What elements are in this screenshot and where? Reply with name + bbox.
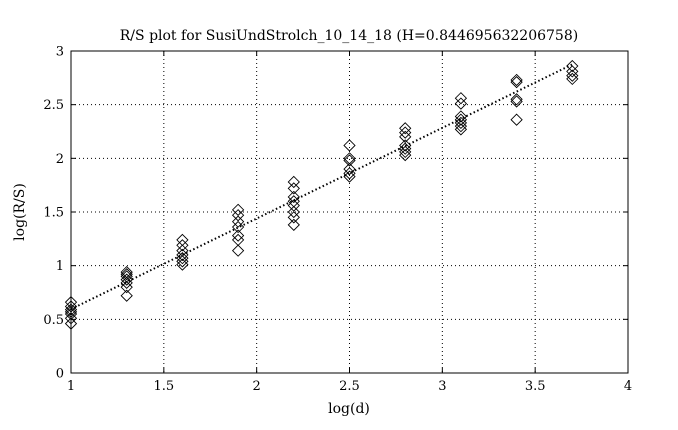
y-tick-label: 2.5 — [43, 98, 64, 113]
data-point — [566, 65, 579, 78]
data-point — [287, 182, 300, 195]
data-point — [120, 280, 133, 294]
data-point — [287, 211, 300, 224]
chart-title: R/S plot for SusiUndStrolch_10_14_18 (H=… — [120, 28, 578, 44]
data-point — [120, 273, 133, 286]
data-point — [399, 130, 412, 144]
data-point — [399, 126, 412, 139]
data-point — [510, 93, 523, 106]
x-tick-label: 2.5 — [339, 379, 360, 394]
data-point — [343, 170, 356, 183]
data-point — [399, 139, 412, 152]
data-point — [287, 218, 300, 232]
data-point — [64, 300, 78, 313]
data-point — [176, 252, 189, 265]
fit-line-group — [70, 63, 573, 311]
data-point — [454, 119, 468, 133]
data-point — [287, 205, 300, 219]
data-point — [343, 154, 356, 167]
data-point — [399, 145, 412, 159]
y-tick-label: 0 — [56, 367, 64, 382]
data-point — [64, 307, 78, 321]
data-point — [287, 175, 300, 189]
data-point — [343, 139, 356, 152]
data-point — [176, 239, 189, 252]
data-point — [287, 199, 300, 212]
data-point — [231, 233, 245, 247]
data-point — [231, 203, 245, 216]
data-point — [120, 289, 133, 302]
data-point — [64, 296, 78, 309]
data-point — [176, 258, 189, 271]
data-point — [399, 148, 412, 162]
x-tick-label: 3 — [438, 379, 446, 394]
data-point — [454, 123, 468, 136]
data-point — [510, 95, 523, 108]
y-tick-label: 2 — [56, 152, 64, 167]
data-point — [343, 162, 356, 176]
data-point — [120, 268, 133, 281]
data-point — [566, 72, 579, 86]
data-point — [343, 167, 356, 180]
y-tick-label: 0.5 — [43, 313, 64, 328]
data-point — [231, 215, 245, 228]
data-point — [510, 75, 523, 89]
x-axis-label: log(d) — [328, 401, 370, 417]
data-point — [510, 73, 523, 87]
data-point — [231, 209, 245, 222]
y-axis-ticks: 0 0.5 1 1.5 2 2.5 3 — [43, 45, 628, 382]
data-point — [454, 110, 468, 123]
data-point — [120, 276, 133, 289]
data-points — [64, 59, 579, 330]
data-point — [566, 59, 579, 73]
data-point — [176, 255, 189, 268]
x-tick-label: 2 — [253, 379, 261, 394]
x-tick-label: 4 — [624, 379, 632, 394]
data-point — [64, 312, 78, 325]
data-point — [454, 97, 468, 110]
data-point — [64, 317, 78, 330]
x-tick-label: 3.5 — [525, 379, 546, 394]
data-point — [454, 92, 468, 105]
data-point — [399, 142, 412, 155]
data-point — [64, 303, 78, 316]
fit-line — [70, 63, 573, 311]
data-point — [399, 122, 412, 135]
gridlines — [71, 51, 628, 373]
data-point — [64, 305, 78, 318]
data-point — [231, 244, 245, 257]
data-point — [287, 190, 300, 204]
data-point — [231, 220, 245, 234]
x-tick-label: 1 — [67, 379, 75, 394]
data-point — [566, 69, 579, 82]
data-point — [176, 248, 189, 262]
y-tick-label: 1.5 — [43, 206, 64, 221]
y-axis-label: log(R/S) — [12, 183, 28, 241]
x-axis-ticks: 1 1.5 2 2.5 3 3.5 4 — [67, 51, 632, 394]
data-point — [454, 113, 468, 126]
y-tick-label: 3 — [56, 45, 64, 60]
y-tick-label: 1 — [56, 259, 64, 274]
data-point — [231, 229, 245, 242]
data-point — [454, 116, 468, 130]
data-point — [510, 113, 523, 126]
x-tick-label: 1.5 — [153, 379, 174, 394]
